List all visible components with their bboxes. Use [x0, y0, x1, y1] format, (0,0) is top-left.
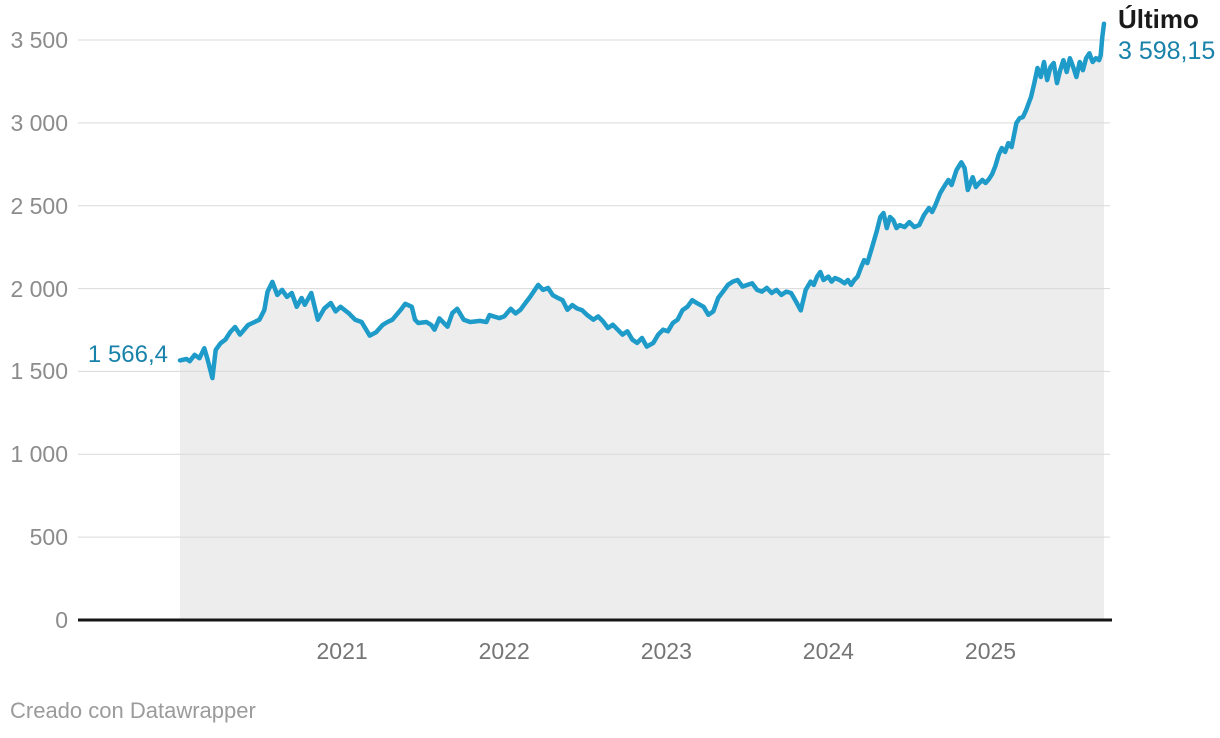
y-tick-label: 500	[29, 524, 68, 551]
last-value-label: 3 598,15	[1117, 37, 1216, 65]
area-fill	[180, 23, 1104, 620]
price-line	[177, 21, 1107, 381]
x-tick-label: 2022	[478, 638, 530, 664]
y-tick-label: 1 000	[10, 441, 68, 468]
y-tick-label: 1 500	[10, 358, 68, 385]
y-tick-label: 3 000	[10, 109, 68, 136]
datawrapper-credit: Creado con Datawrapper	[10, 698, 256, 723]
x-tick-label: 2025	[964, 638, 1017, 664]
y-tick-label: 3 500	[10, 27, 68, 53]
start-value-label: 1 566,4	[87, 341, 168, 369]
y-tick-label: 0	[55, 607, 68, 633]
x-tick-label: 2023	[640, 638, 692, 664]
y-tick-label: 2 500	[10, 192, 68, 219]
last-value-title: Último	[1117, 4, 1199, 34]
gridlines	[78, 39, 1110, 538]
y-tick-label: 2 000	[10, 275, 68, 302]
x-tick-label: 2021	[316, 638, 368, 664]
x-tick-label: 2024	[802, 638, 854, 664]
